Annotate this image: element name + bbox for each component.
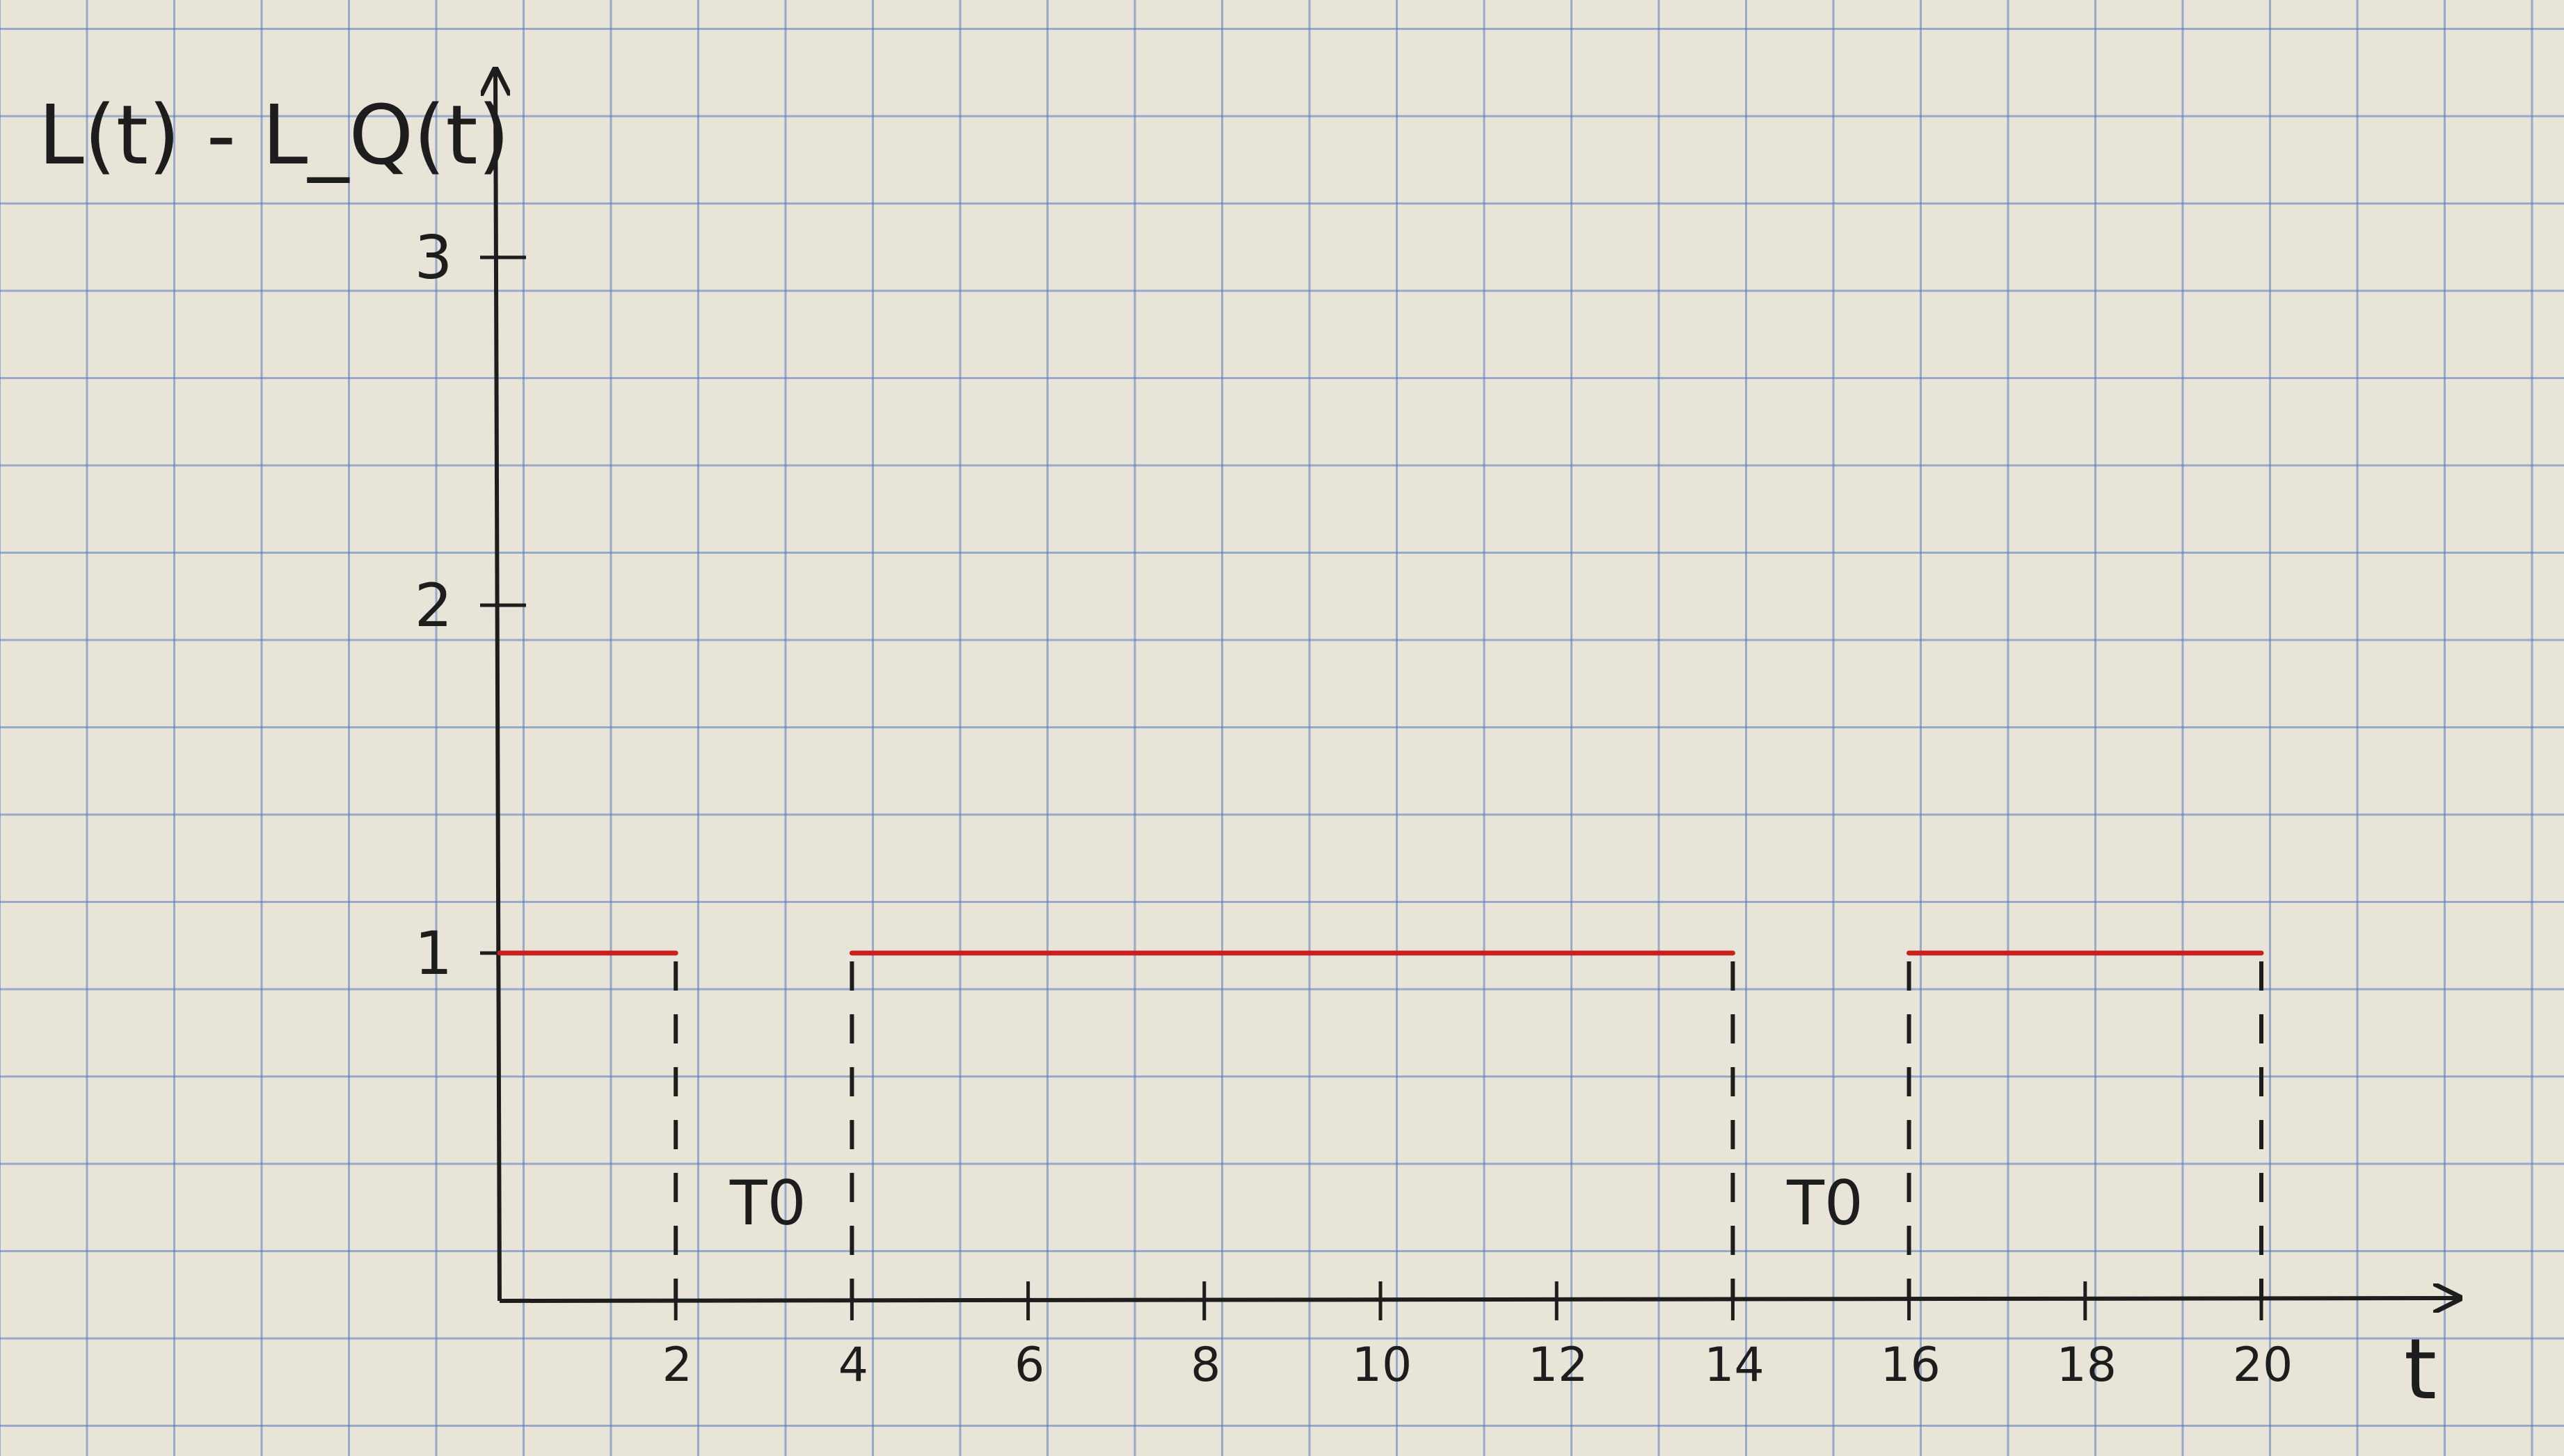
x-tick-label: 6 xyxy=(1014,1338,1044,1393)
y-tick-label: 3 xyxy=(415,223,453,293)
x-tick-label: 2 xyxy=(662,1338,692,1393)
x-tick-label: 4 xyxy=(838,1338,868,1393)
y-axis xyxy=(495,70,500,1302)
axes xyxy=(480,70,2460,1320)
x-tick-label: 20 xyxy=(2233,1338,2293,1393)
x-axis xyxy=(499,1298,2460,1301)
dashed-verticals xyxy=(674,961,2263,1301)
x-tick-label: 14 xyxy=(1704,1338,1765,1393)
x-tick-label: 10 xyxy=(1352,1338,1412,1393)
y-tick-label: 1 xyxy=(415,919,453,989)
annotations: T0 T0 xyxy=(729,1167,1863,1239)
x-tick-label: 8 xyxy=(1191,1338,1220,1393)
period-annotation: T0 xyxy=(729,1167,806,1239)
period-annotation: T0 xyxy=(1786,1167,1863,1239)
x-axis-label: t xyxy=(2404,1322,2437,1418)
x-tick-label: 18 xyxy=(2057,1338,2117,1393)
x-tick-label: 12 xyxy=(1528,1338,1588,1393)
x-tick-label: 16 xyxy=(1880,1338,1941,1393)
y-tick-label: 2 xyxy=(415,571,453,641)
y-axis-label: L(t) - L_Q(t) xyxy=(38,87,510,183)
